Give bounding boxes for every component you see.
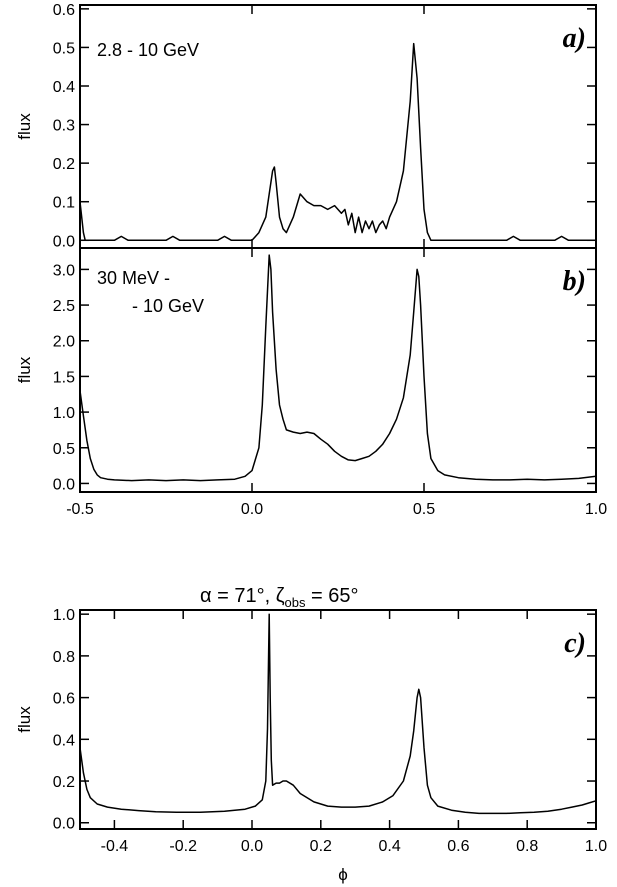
panel-c-title: α = 71°, ζobs = 65° [200, 585, 359, 610]
x-tick-label: -0.4 [101, 838, 129, 855]
y-tick-label: 1.0 [53, 607, 75, 624]
y-tick-label: 0.0 [53, 816, 75, 833]
x-tick-label: -0.2 [169, 838, 197, 855]
y-tick-label: 0.4 [53, 732, 75, 749]
energy-range-label: 2.8 - 10 GeV [97, 40, 199, 60]
y-tick-label: 0.2 [53, 774, 75, 791]
y-axis-label: flux [15, 706, 34, 733]
y-tick-label: 1.5 [53, 369, 75, 386]
panel-a: 0.0 0.1 0.2 0.3 0.4 0.5 0.6 flux a) 2.8 - 10 GeV [15, 2, 597, 250]
flux-series-line [79, 42, 596, 242]
y-tick-label: 3.0 [53, 262, 75, 279]
panel-b: 0.0 0.5 1.0 1.5 2.0 2.5 3.0 -0.5 0.0 0.5 1.0 flux b)… [15, 247, 607, 518]
x-tick-label: -0.5 [66, 501, 94, 518]
y-tick-label: 0.6 [53, 691, 75, 708]
x-tick-label: 0.2 [310, 838, 332, 855]
energy-range-label: - 10 GeV [132, 296, 204, 316]
plot-frame-c [79, 609, 597, 830]
x-tick-label: 0.5 [413, 501, 435, 518]
flux-series-line [79, 613, 597, 815]
y-tick-label: 0.2 [53, 156, 75, 173]
x-axis-label: ϕ [338, 865, 348, 884]
title-subscript: obs [285, 595, 306, 610]
title-prefix: α = 71°, ζ [200, 585, 285, 607]
x-tick-label: 0.4 [378, 838, 400, 855]
panel-tag: a) [563, 23, 586, 54]
energy-range-label: 30 MeV - [97, 268, 170, 288]
x-tick-label: 1.0 [585, 501, 607, 518]
y-tick-label: 0.0 [53, 233, 75, 250]
x-tick-label: 0.6 [447, 838, 469, 855]
flux-series-line [79, 254, 597, 482]
y-tick-label: 0.5 [53, 40, 75, 57]
y-axis-label: flux [15, 356, 34, 383]
y-tick-label: 0.5 [53, 441, 75, 458]
title-suffix: = 65° [306, 585, 359, 607]
y-tick-label: 0.0 [53, 476, 75, 493]
y-tick-label: 0.4 [53, 79, 75, 96]
y-tick-label: 1.0 [53, 405, 75, 422]
x-tick-label: 0.0 [241, 838, 263, 855]
x-tick-label: 0.8 [516, 838, 538, 855]
x-tick-label: 1.0 [585, 838, 607, 855]
panel-tag: c) [564, 628, 586, 659]
y-tick-label: 0.1 [53, 195, 75, 212]
y-tick-label: 0.6 [53, 2, 75, 19]
panel-tag: b) [563, 266, 586, 297]
y-tick-label: 2.0 [53, 334, 75, 351]
x-tick-label: 0.0 [241, 501, 263, 518]
y-tick-label: 0.8 [53, 649, 75, 666]
y-axis-label: flux [15, 113, 34, 140]
y-tick-label: 2.5 [53, 298, 75, 315]
plot-frame-b [79, 247, 597, 493]
panel-c: 0.0 0.2 0.4 0.6 0.8 1.0 -0.4 -0.2 0.0 0.2 0.4 0.6 0.… [15, 607, 607, 855]
y-tick-label: 0.3 [53, 118, 75, 135]
